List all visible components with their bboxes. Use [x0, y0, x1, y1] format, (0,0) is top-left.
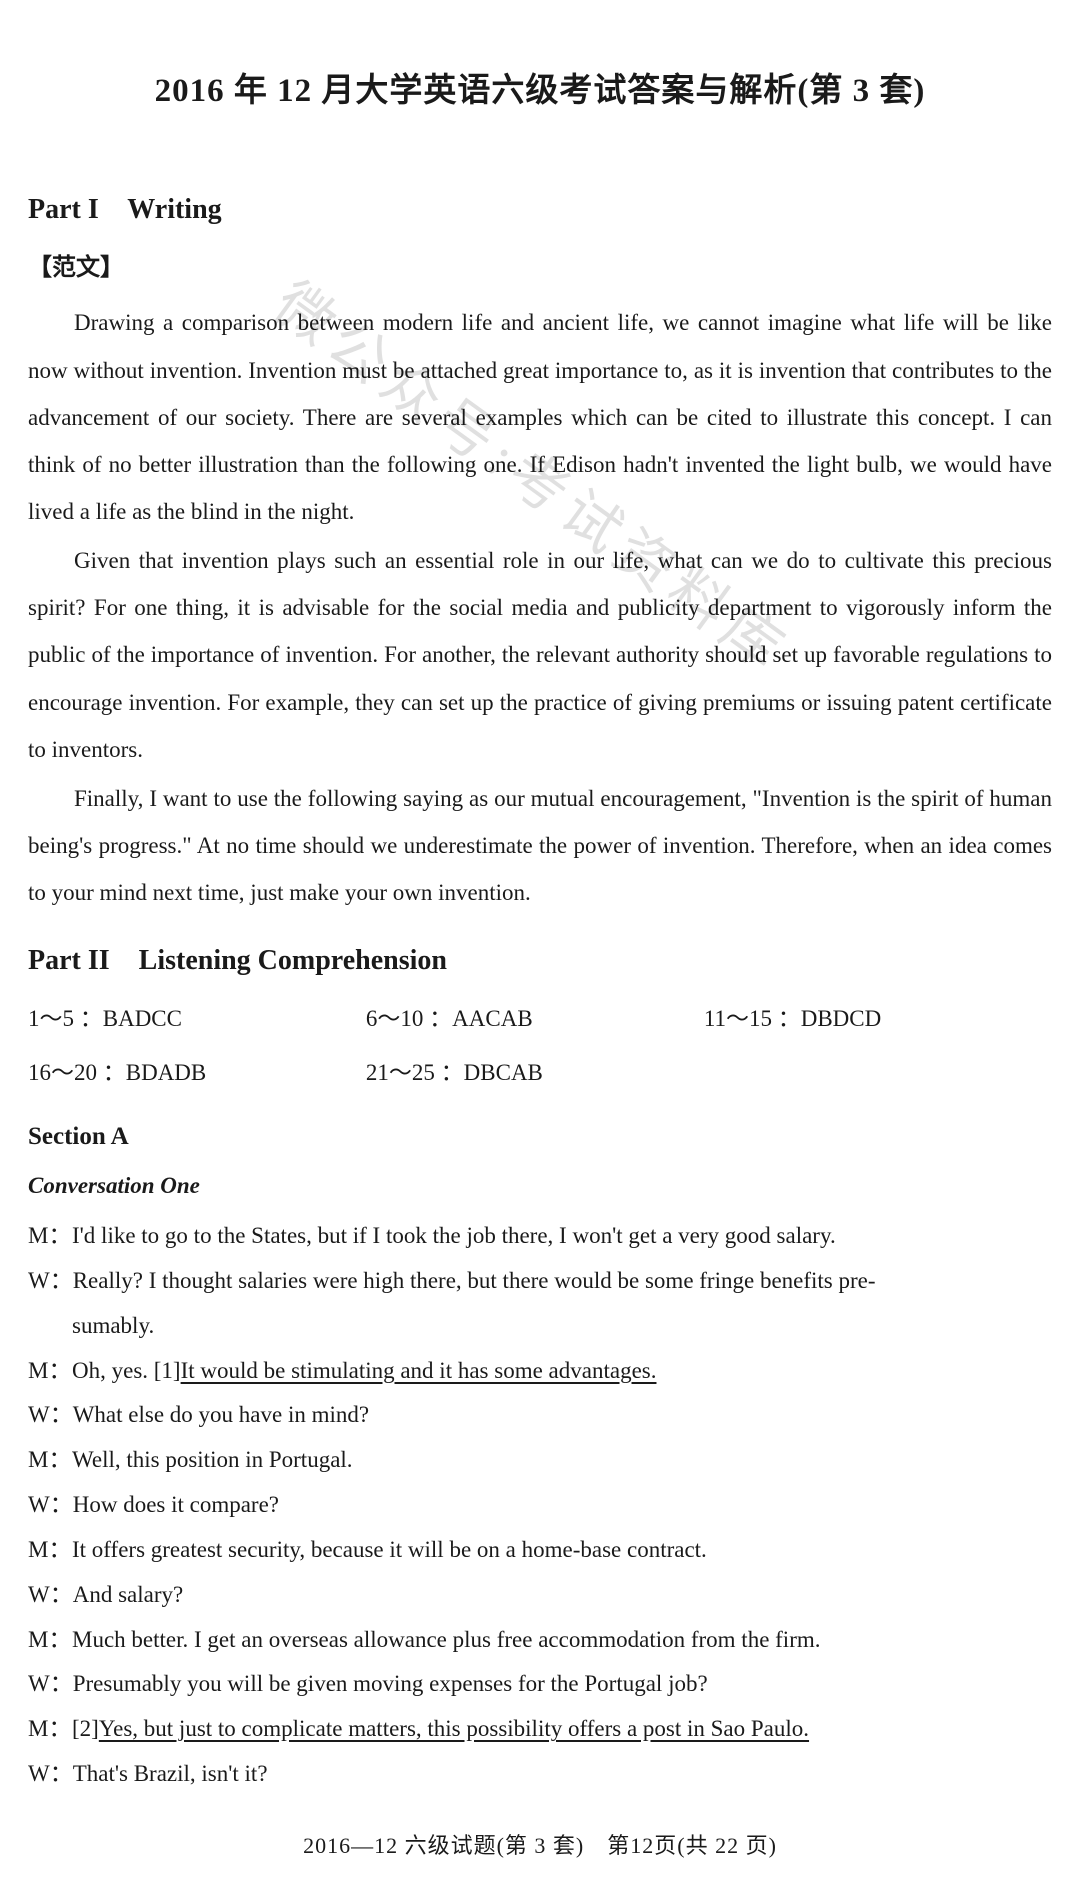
dialogue-line: M： Much better. I get an overseas allowa…: [28, 1618, 1052, 1663]
dialogue-line: W： What else do you have in mind?: [28, 1393, 1052, 1438]
dialogue-text: How does it compare?: [73, 1483, 1052, 1528]
part1-heading: Part I Writing: [28, 183, 1052, 236]
dialogue-line: M： [2]Yes, but just to complicate matter…: [28, 1707, 1052, 1752]
dialogue-text: What else do you have in mind?: [73, 1393, 1052, 1438]
sample-essay: Drawing a comparison between modern life…: [28, 299, 1052, 916]
answer-key-row: 16～20 ：BDADB 21～25 ：DBCAB: [28, 1051, 1052, 1095]
speaker-label: M：: [28, 1349, 72, 1394]
speaker-label: W：: [28, 1483, 73, 1528]
answer-group: 1～5 ：BADCC: [28, 997, 366, 1041]
dialogue-text: Well, this position in Portugal.: [72, 1438, 1052, 1483]
underlined-key-sentence: Yes, but just to complicate matters, thi…: [99, 1716, 809, 1741]
speaker-label: W：: [28, 1752, 73, 1797]
part2-number: Part II: [28, 945, 110, 976]
dialogue-line: M： Well, this position in Portugal.: [28, 1438, 1052, 1483]
essay-paragraph: Finally, I want to use the following say…: [28, 775, 1052, 916]
page-footer: 2016—12 六级试题(第 3 套) 第12页(共 22 页): [28, 1825, 1052, 1867]
conversation-one-heading: Conversation One: [28, 1164, 1052, 1208]
dialogue-text: And salary?: [73, 1573, 1052, 1618]
part2-heading: Part II Listening Comprehension: [28, 934, 1052, 987]
speaker-label: M：: [28, 1618, 72, 1663]
answer-group: 16～20 ：BDADB: [28, 1051, 366, 1095]
answer-group: [704, 1051, 1042, 1095]
dialogue-line: W： And salary?: [28, 1573, 1052, 1618]
part1-number: Part I: [28, 194, 99, 225]
dialogue-text: It offers greatest security, because it …: [72, 1528, 1052, 1573]
page-title: 2016 年 12 月大学英语六级考试答案与解析(第 3 套): [28, 60, 1052, 123]
essay-paragraph: Drawing a comparison between modern life…: [28, 299, 1052, 535]
exam-answer-page: 微公众号:考试资料库 2016 年 12 月大学英语六级考试答案与解析(第 3 …: [0, 0, 1080, 1897]
answer-group: 6～10 ：AACAB: [366, 997, 704, 1041]
answer-group: 21～25 ：DBCAB: [366, 1051, 704, 1095]
speaker-label: W：: [28, 1662, 73, 1707]
speaker-label: W：: [28, 1393, 73, 1438]
dialogue-line: W： Really? I thought salaries were high …: [28, 1259, 1052, 1304]
part2-label: Listening Comprehension: [139, 945, 447, 976]
dialogue-text: That's Brazil, isn't it?: [73, 1752, 1052, 1797]
dialogue-line: W： Presumably you will be given moving e…: [28, 1662, 1052, 1707]
part1-label: Writing: [127, 194, 221, 225]
section-a-heading: Section A: [28, 1113, 1052, 1161]
dialogue-line: W： That's Brazil, isn't it?: [28, 1752, 1052, 1797]
answer-key-row: 1～5 ：BADCC 6～10 ：AACAB 11～15 ：DBDCD: [28, 997, 1052, 1041]
dialogue-text: Oh, yes. [1]It would be stimulating and …: [72, 1349, 1052, 1394]
speaker-label: W：: [28, 1259, 73, 1304]
essay-paragraph: Given that invention plays such an essen…: [28, 537, 1052, 773]
dialogue-line: M： It offers greatest security, because …: [28, 1528, 1052, 1573]
speaker-label: M：: [28, 1438, 72, 1483]
dialogue-text: [2]Yes, but just to complicate matters, …: [72, 1707, 1052, 1752]
dialogue-line: M： I'd like to go to the States, but if …: [28, 1214, 1052, 1259]
speaker-label: W：: [28, 1573, 73, 1618]
speaker-label: M：: [28, 1214, 72, 1259]
speaker-label: M：: [28, 1707, 72, 1752]
dialogue-text: Much better. I get an overseas allowance…: [72, 1618, 1052, 1663]
dialogue-line: M： Oh, yes. [1]It would be stimulating a…: [28, 1349, 1052, 1394]
dialogue-text: Really? I thought salaries were high the…: [73, 1259, 1052, 1304]
sample-essay-label: 【范文】: [28, 246, 1052, 292]
dialogue-line: W： How does it compare?: [28, 1483, 1052, 1528]
speaker-label: M：: [28, 1528, 72, 1573]
dialogue-continuation: sumably.: [72, 1304, 1052, 1349]
dialogue-text: I'd like to go to the States, but if I t…: [72, 1214, 1052, 1259]
dialogue-text: Presumably you will be given moving expe…: [73, 1662, 1052, 1707]
underlined-key-sentence: It would be stimulating and it has some …: [181, 1358, 657, 1383]
conversation-transcript: M： I'd like to go to the States, but if …: [28, 1214, 1052, 1797]
answer-group: 11～15 ：DBDCD: [704, 997, 1042, 1041]
